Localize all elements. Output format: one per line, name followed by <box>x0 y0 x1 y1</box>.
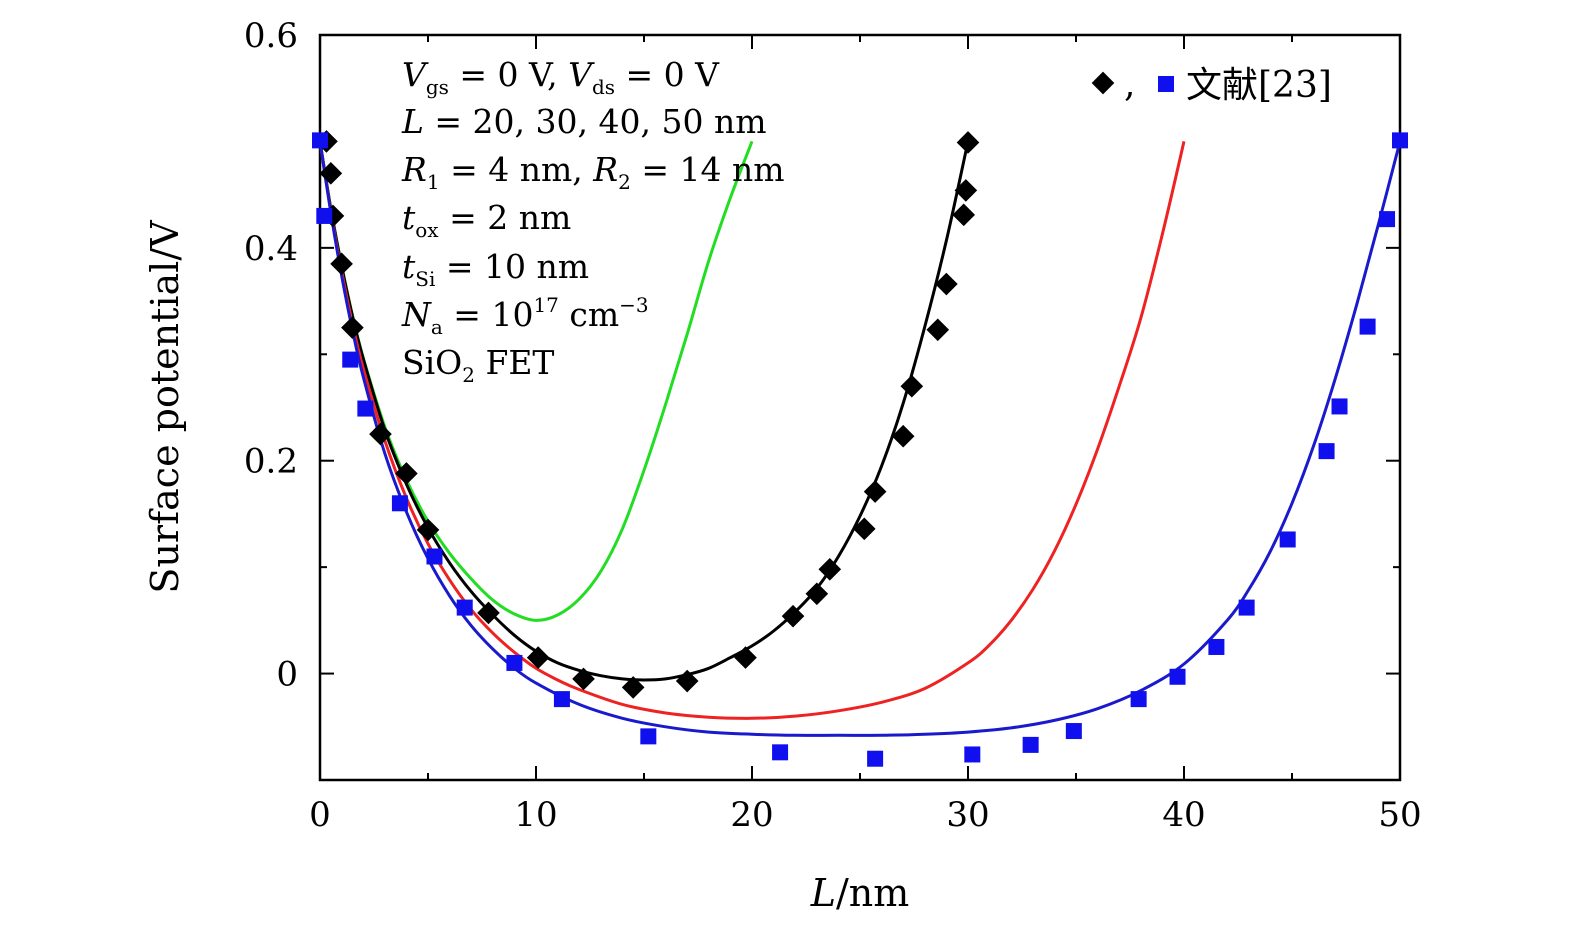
parameter-annotations: Vgs = 0 V, Vds = 0 V L = 20, 30, 40, 50 … <box>401 55 784 387</box>
diamond-marker <box>477 601 500 625</box>
square-marker <box>426 548 443 565</box>
legend-label: 文献[23] <box>1186 65 1332 106</box>
square-marker <box>342 351 359 368</box>
diamond-marker <box>956 131 980 154</box>
diamond-marker <box>818 557 842 581</box>
annotation-device: SiO2 FET <box>402 343 554 387</box>
square-marker <box>1279 531 1296 548</box>
diamond-marker <box>330 252 353 276</box>
y-axis-label: Surface potential/V <box>143 220 187 594</box>
square-marker <box>506 654 523 671</box>
series-line-1 <box>318 141 970 682</box>
x-tick-label: 30 <box>946 795 989 835</box>
annotation-silicon-thickness: tSi = 10 nm <box>402 247 589 291</box>
square-marker <box>1379 211 1396 228</box>
diamond-marker <box>675 669 699 693</box>
x-tick-label: 20 <box>730 795 773 835</box>
diamond-marker <box>926 318 950 342</box>
diamond-marker <box>341 316 364 339</box>
legend-separator: , <box>1124 64 1135 105</box>
square-marker <box>772 744 789 761</box>
diamond-marker <box>319 162 343 185</box>
x-tick-label: 50 <box>1378 795 1421 835</box>
x-axis-label-unit: /nm <box>836 871 909 915</box>
y-tick-label: 0.2 <box>244 442 298 482</box>
square-marker <box>1392 132 1408 149</box>
x-axis-label-variable: L <box>810 871 836 915</box>
square-marker <box>1359 318 1376 335</box>
square-marker <box>640 728 657 745</box>
diamond-marker <box>416 518 440 542</box>
annotation-radii: R1 = 4 nm, R2 = 14 nm <box>401 150 784 194</box>
square-marker <box>1331 398 1348 415</box>
square-marker <box>1169 668 1186 685</box>
diamond-marker <box>900 374 924 398</box>
square-marker <box>391 495 408 512</box>
data-markers <box>312 130 1408 767</box>
diamond-marker <box>805 582 829 606</box>
x-tick-label: 0 <box>309 795 331 835</box>
plot-frame <box>318 33 1402 782</box>
series-line-2 <box>318 141 1186 720</box>
diamond-marker <box>395 462 418 485</box>
annotation-oxide-thickness: tox = 2 nm <box>402 198 571 242</box>
diamond-marker <box>852 517 876 541</box>
square-marker <box>964 746 981 763</box>
tick-labels: 0 10 20 30 40 50 0 0.2 0.4 0.6 <box>244 16 1422 835</box>
square-marker <box>312 132 328 149</box>
annotation-lengths: L = 20, 30, 40, 50 nm <box>401 102 767 141</box>
square-marker <box>1065 723 1082 740</box>
legend: , 文献[23] <box>1091 64 1332 106</box>
legend-diamond-icon <box>1091 71 1115 95</box>
diamond-marker <box>781 604 805 628</box>
square-marker <box>456 599 473 616</box>
x-axis-label: L/nm <box>810 871 910 915</box>
square-marker <box>1130 691 1147 708</box>
y-tick-label: 0 <box>276 655 298 695</box>
square-marker <box>1208 638 1225 655</box>
square-marker <box>1238 599 1255 616</box>
diamond-marker <box>369 422 392 446</box>
annotation-doping: Na = 1017 cm−3 <box>401 293 649 339</box>
diamond-marker <box>734 646 757 669</box>
diamond-marker <box>526 646 550 669</box>
y-tick-label: 0.6 <box>244 16 298 56</box>
square-marker <box>867 750 884 767</box>
legend-square-icon <box>1158 76 1174 92</box>
diamond-marker <box>952 203 976 227</box>
square-marker <box>1318 443 1335 460</box>
x-tick-label: 10 <box>514 795 557 835</box>
x-tick-label: 40 <box>1162 795 1205 835</box>
model-curves <box>318 140 1402 737</box>
diamond-marker <box>863 480 887 503</box>
square-marker <box>553 691 570 708</box>
axis-ticks <box>319 34 1401 781</box>
series-line-3 <box>318 141 1402 737</box>
square-marker <box>1022 736 1039 753</box>
square-marker <box>357 400 374 417</box>
annotation-voltages: Vgs = 0 V, Vds = 0 V <box>402 55 720 99</box>
square-marker <box>316 207 333 224</box>
y-tick-label: 0.4 <box>244 229 298 269</box>
